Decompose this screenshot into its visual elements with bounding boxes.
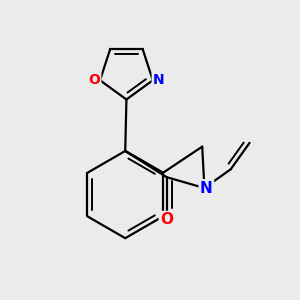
Text: O: O <box>160 212 173 227</box>
Text: O: O <box>88 73 100 87</box>
Text: N: N <box>200 181 213 196</box>
Text: N: N <box>153 73 165 87</box>
